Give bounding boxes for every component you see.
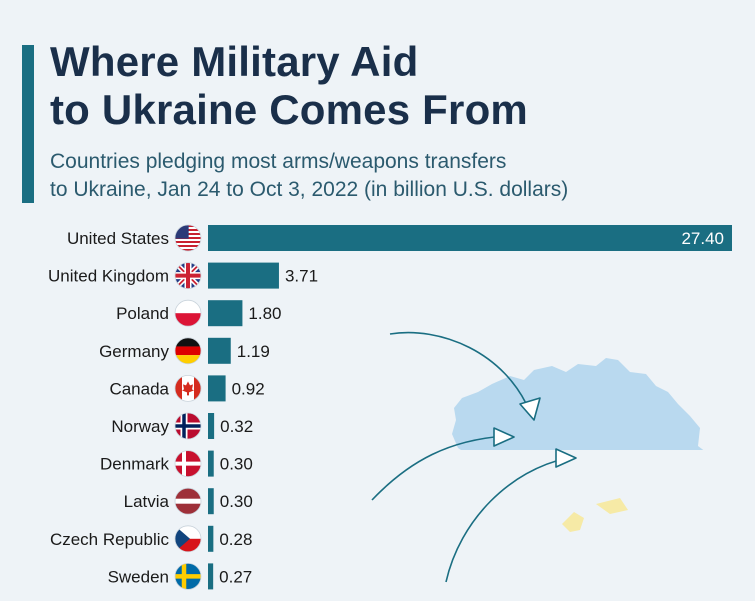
title-accent-bar (22, 45, 34, 203)
germany-flag-icon (174, 337, 202, 365)
uk-flag-icon (174, 262, 202, 290)
bar-denmark (208, 450, 214, 477)
subtitle-line-2: to Ukraine, Jan 24 to Oct 3, 2022 (in bi… (50, 178, 569, 201)
value-label-norway: 0.32 (220, 417, 253, 436)
bar-latvia (208, 488, 214, 515)
category-label-norway: Norway (111, 417, 169, 436)
bar-germany (208, 337, 231, 364)
bar-united-kingdom (208, 262, 279, 289)
title-line-1: Where Military Aid (50, 38, 419, 85)
latvia-flag-icon (174, 487, 202, 515)
value-label-poland: 1.80 (248, 304, 281, 323)
category-label-united-kingdom: United Kingdom (48, 267, 169, 286)
value-label-latvia: 0.30 (220, 492, 253, 511)
us-flag-icon (174, 224, 202, 252)
value-label-united-states: 27.40 (681, 229, 724, 248)
bar-canada (208, 375, 226, 402)
category-label-united-states: United States (67, 229, 169, 248)
bar-czech-republic (208, 525, 214, 552)
category-label-germany: Germany (99, 342, 169, 361)
sweden-flag-icon (174, 563, 202, 590)
chart-title: Where Military Aid to Ukraine Comes From (50, 38, 528, 134)
norway-flag-icon (174, 412, 202, 440)
value-label-germany: 1.19 (237, 342, 270, 361)
czech-flag-icon (174, 525, 202, 553)
bar-poland (208, 300, 243, 327)
category-label-czech-republic: Czech Republic (50, 530, 170, 549)
value-label-czech-republic: 0.28 (219, 530, 252, 549)
category-label-poland: Poland (116, 304, 169, 323)
value-label-sweden: 0.27 (219, 567, 252, 586)
ukraine-map-illustration (371, 331, 706, 583)
poland-flag-icon (174, 299, 202, 327)
denmark-flag-icon (174, 450, 202, 478)
bar-norway (208, 413, 215, 439)
value-label-denmark: 0.30 (220, 455, 253, 474)
category-label-latvia: Latvia (124, 492, 170, 511)
subtitle-line-1: Countries pledging most arms/weapons tra… (50, 150, 507, 173)
bar-united-states (208, 225, 732, 251)
value-label-canada: 0.92 (232, 379, 265, 398)
category-label-sweden: Sweden (108, 567, 169, 586)
value-label-united-kingdom: 3.71 (285, 267, 318, 286)
category-label-denmark: Denmark (100, 455, 169, 474)
chart-subtitle: Countries pledging most arms/weapons tra… (50, 148, 740, 204)
title-line-2: to Ukraine Comes From (50, 86, 528, 133)
canada-flag-icon (174, 374, 202, 402)
bar-sweden (208, 563, 214, 590)
category-label-canada: Canada (109, 379, 169, 398)
